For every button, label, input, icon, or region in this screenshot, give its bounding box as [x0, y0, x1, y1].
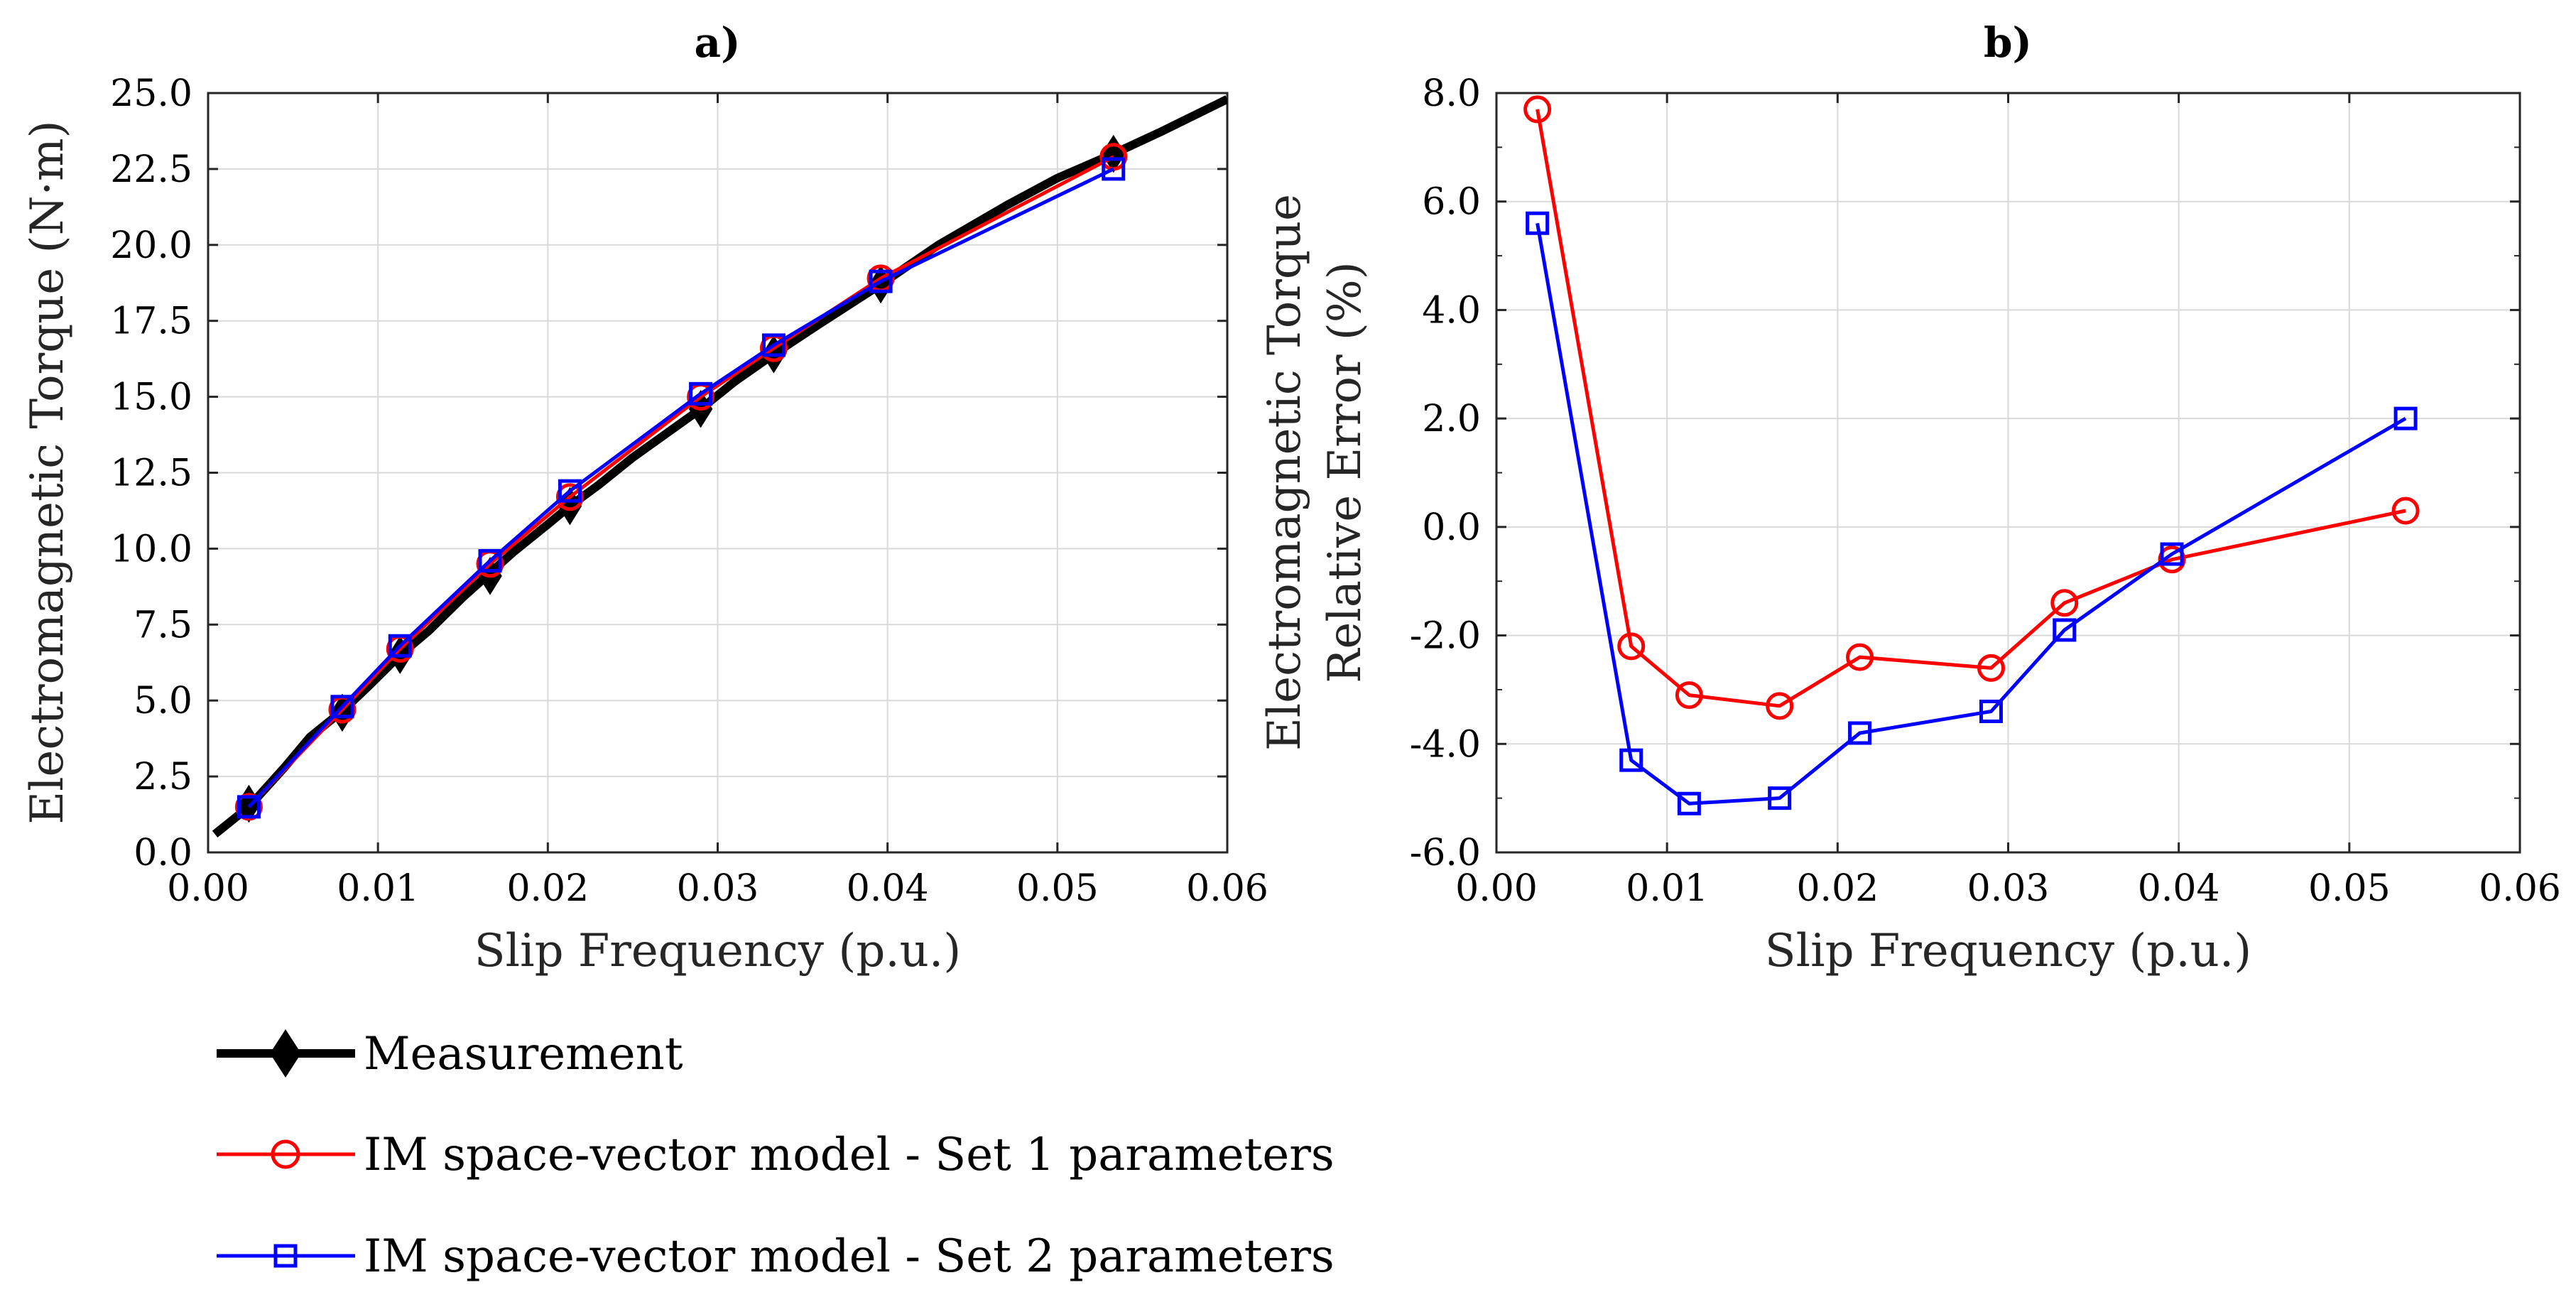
data-point-set2 — [1619, 748, 1643, 772]
legend-label-set1: IM space-vector model - Set 1 parameters — [364, 1129, 1335, 1181]
data-point-set1 — [2050, 589, 2079, 617]
y-tick-label: -4.0 — [1410, 723, 1481, 766]
data-point-set1 — [1617, 632, 1646, 661]
x-tick-label: 0.03 — [677, 867, 759, 910]
y-axis-label-line-1: Electromagnetic Torque — [1259, 194, 1311, 751]
y-tick-label: 6.0 — [1422, 181, 1481, 224]
data-point-set2 — [330, 695, 354, 719]
data-point-set2 — [869, 269, 893, 293]
data-point-set1 — [1099, 143, 1128, 171]
x-tick-label: 0.05 — [2308, 867, 2391, 910]
y-tick-label: 25.0 — [110, 72, 192, 115]
y-tick-label: 7.5 — [134, 604, 192, 646]
y-tick-label: 5.0 — [134, 680, 192, 722]
legend-item-measurement: Measurement — [217, 1028, 683, 1080]
data-point-set2 — [2393, 406, 2418, 430]
legend-label-measurement: Measurement — [364, 1028, 683, 1080]
series-line-set2 — [247, 167, 1114, 808]
panel-b-relative-error-chart: 0.00 0.01 0.02 0.03 0.04 0.05 0.06 -6.0 -4.0 -2.0… — [1259, 18, 2561, 977]
x-axis-label: Slip Frequency (p.u.) — [1765, 925, 2251, 977]
y-tick-label: 15.0 — [110, 376, 192, 419]
x-tick-label: 0.06 — [2479, 867, 2561, 910]
series-line-set1 — [1536, 109, 2406, 708]
data-point-set2 — [1526, 211, 1550, 235]
data-point-set1 — [234, 793, 263, 821]
x-tick-label: 0.05 — [1016, 867, 1099, 910]
data-point-set1 — [2158, 546, 2186, 574]
legend: Measurement IM space-vector model - Set 1… — [217, 1028, 1335, 1283]
series-set1 — [234, 143, 1128, 821]
x-axis-label: Slip Frequency (p.u.) — [474, 925, 961, 977]
legend-item-set1: IM space-vector model - Set 1 parameters — [217, 1129, 1335, 1181]
x-tick-label: 0.00 — [167, 867, 249, 910]
data-point-set1 — [1523, 95, 1552, 124]
chart-title: a) — [694, 18, 740, 67]
x-tick-label: 0.02 — [1796, 867, 1879, 910]
data-point-set1 — [1846, 643, 1874, 671]
x-tick-label: 0.04 — [847, 867, 929, 910]
data-point-set2 — [761, 333, 786, 357]
x-tick-label: 0.03 — [1967, 867, 2050, 910]
data-point-set1 — [2391, 497, 2420, 525]
legend-marker-set1 — [271, 1139, 300, 1169]
x-tick-label: 0.01 — [1626, 867, 1708, 910]
y-axis-label-line-2: Relative Error (%) — [1319, 261, 1371, 683]
y-tick-label: 2.0 — [1422, 398, 1481, 440]
series-line-set2 — [1536, 222, 2407, 806]
data-point-set2 — [388, 634, 412, 658]
data-point-set2 — [1102, 157, 1126, 181]
series-line-measurement — [212, 95, 1227, 837]
data-point-set1 — [1675, 681, 1703, 710]
y-tick-label: 2.5 — [134, 756, 192, 798]
series-measurement — [212, 95, 1227, 837]
data-point-set1 — [1766, 692, 1794, 720]
x-tick-label: 0.02 — [506, 867, 589, 910]
legend-marker-measurement — [270, 1029, 301, 1078]
data-point-set2 — [689, 381, 713, 406]
series-set2 — [237, 157, 1126, 819]
data-point-set2 — [2160, 542, 2184, 566]
x-tick-label: 0.00 — [1455, 867, 1538, 910]
x-tick-label: 0.01 — [337, 867, 419, 910]
data-point-set2 — [1677, 791, 1701, 815]
legend-marker-set2 — [273, 1244, 298, 1268]
y-tick-label: 12.5 — [110, 452, 192, 495]
y-tick-label: 22.5 — [110, 148, 192, 191]
legend-item-set2: IM space-vector model - Set 2 parameters — [217, 1230, 1335, 1283]
data-point-set1 — [555, 483, 584, 511]
legend-label-set2: IM space-vector model - Set 2 parameters — [364, 1230, 1335, 1283]
y-tick-label: 17.5 — [110, 300, 192, 343]
series-set1 — [1523, 95, 2420, 720]
y-tick-label: 8.0 — [1422, 72, 1481, 115]
data-point-set2 — [1979, 699, 2003, 723]
x-tick-label: 0.04 — [2138, 867, 2220, 910]
y-tick-label: 0.0 — [1422, 506, 1481, 549]
x-tick-label: 0.06 — [1186, 867, 1268, 910]
data-point-set2 — [1768, 786, 1792, 810]
data-point-set1 — [1977, 654, 2005, 682]
panel-a-torque-chart: 0.00 0.01 0.02 0.03 0.04 0.05 0.06 0.0 2.5 5.0 7.5… — [21, 18, 1268, 977]
data-point-set2 — [1848, 721, 1872, 745]
data-point-set2 — [237, 795, 261, 819]
series-set2 — [1526, 211, 2418, 815]
y-tick-label: -2.0 — [1410, 615, 1481, 658]
data-point-set2 — [478, 549, 502, 573]
y-tick-label: -6.0 — [1410, 832, 1481, 874]
y-axis-label: Electromagnetic Torque (N·m) — [21, 120, 74, 824]
y-tick-label: 4.0 — [1422, 289, 1481, 332]
chart-title: b) — [1984, 18, 2032, 67]
y-tick-label: 10.0 — [110, 528, 192, 570]
data-point-set2 — [558, 479, 582, 503]
data-point-set2 — [2053, 618, 2077, 642]
y-tick-label: 20.0 — [110, 224, 192, 267]
y-tick-label: 0.0 — [134, 832, 192, 874]
